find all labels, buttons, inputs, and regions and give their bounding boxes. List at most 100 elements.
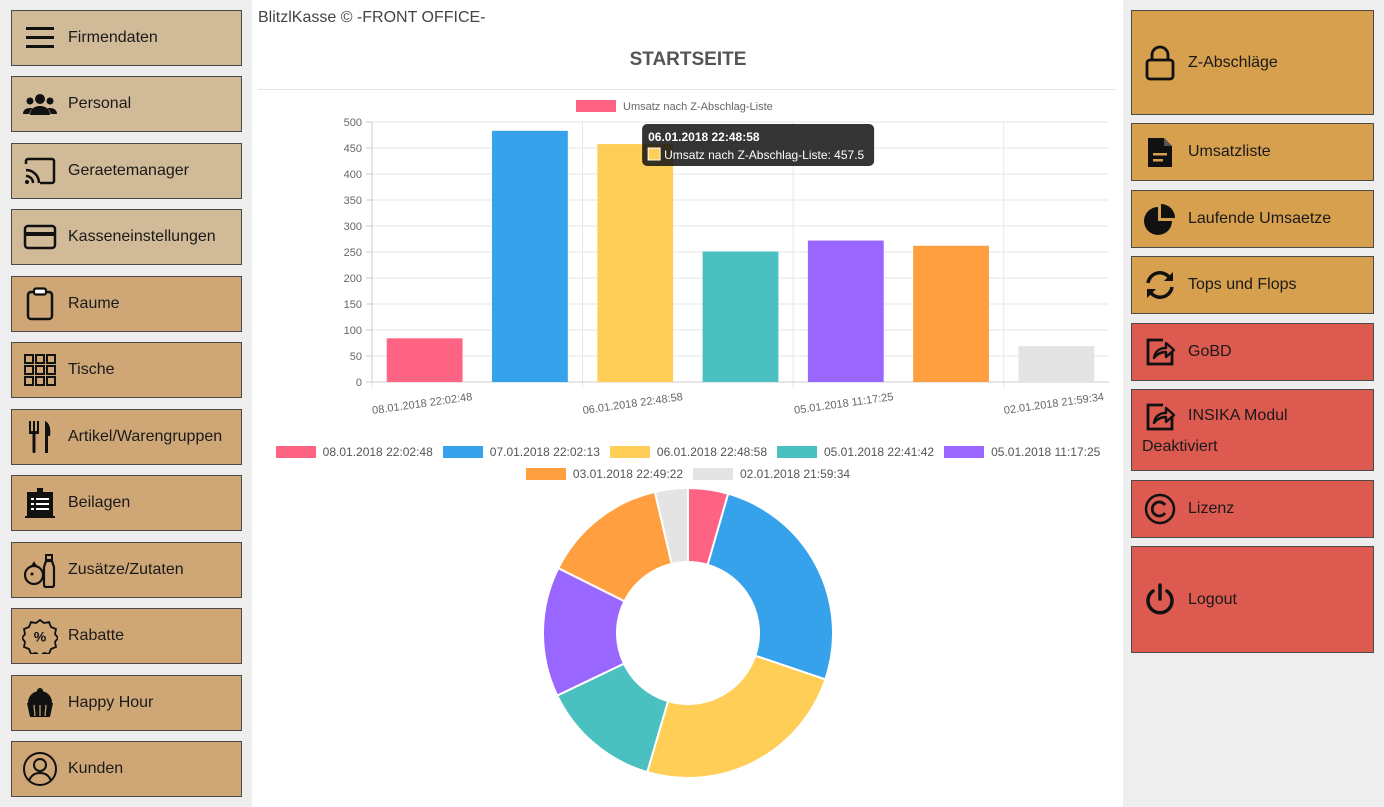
tooltip-title: 06.01.2018 22:48:58 <box>648 130 760 144</box>
bar-tooltip: 06.01.2018 22:48:58 Umsatz nach Z-Abschla… <box>642 124 875 166</box>
tooltip-swatch <box>647 147 661 161</box>
title-divider <box>258 89 1116 90</box>
bar-chart-legend: Umsatz nach Z-Abschlag-Liste <box>576 100 773 113</box>
menu-button-label: Lizenz <box>1188 500 1235 517</box>
bar[interactable] <box>492 130 568 382</box>
y-tick-label: 350 <box>344 195 362 207</box>
menu-button-label: Zusätze/Zutaten <box>68 561 184 578</box>
people-icon <box>22 86 58 122</box>
svg-text:%: % <box>34 629 47 645</box>
menu-button-label: Tops und Flops <box>1188 276 1297 293</box>
legend-swatch <box>693 468 733 480</box>
legend-item[interactable]: 08.01.2018 22:02:48 <box>275 445 433 459</box>
menu-button-artikel-warengruppen[interactable]: Artikel/Warengruppen <box>11 409 242 465</box>
pie-chart-icon <box>1142 201 1178 237</box>
menu-button-rabatte[interactable]: % Rabatte <box>11 608 242 664</box>
refresh-icon <box>1142 267 1178 303</box>
menu-button-kunden[interactable]: Kunden <box>11 741 242 797</box>
bar[interactable] <box>1018 346 1095 382</box>
bar[interactable] <box>386 338 463 382</box>
menu-button-beilagen[interactable]: Beilagen <box>11 475 242 531</box>
cutlery-icon <box>22 419 58 455</box>
right-menu-panel: Z-Abschläge Umsatzliste Laufende Umsaetze T… <box>1123 0 1384 807</box>
menu-button-gobd[interactable]: GoBD <box>1131 323 1374 381</box>
legend-label: 06.01.2018 22:48:58 <box>656 445 767 459</box>
pie-slice[interactable] <box>645 654 827 779</box>
menu-button-label: Logout <box>1188 590 1237 608</box>
grid-icon <box>22 352 58 388</box>
bar[interactable] <box>597 144 674 382</box>
legend-item[interactable]: 03.01.2018 22:49:22 <box>525 467 683 481</box>
y-tick-label: 400 <box>344 169 362 181</box>
share-icon <box>1142 399 1178 435</box>
menu-button-tops-und-flops[interactable]: Tops und Flops <box>1131 256 1374 314</box>
x-tick-label: 08.01.2018 22:02:48 <box>371 391 473 417</box>
menu-button-label: Firmendaten <box>68 29 158 46</box>
menu-board-icon <box>22 485 58 521</box>
bar[interactable] <box>702 251 779 382</box>
menu-button-label: Kasseneinstellungen <box>68 228 216 245</box>
y-tick-label: 450 <box>344 143 362 155</box>
legend-label: 07.01.2018 22:02:13 <box>489 445 600 459</box>
menu-button-tische[interactable]: Tische <box>11 342 242 398</box>
menu-button-label: Tische <box>68 361 115 378</box>
menu-button-z-abschl-ge[interactable]: Z-Abschläge <box>1131 10 1374 115</box>
pie-slice[interactable] <box>653 486 689 566</box>
bar[interactable] <box>807 240 884 382</box>
pie-slice[interactable] <box>706 492 834 681</box>
y-tick-label: 50 <box>350 351 362 363</box>
menu-button-label: Beilagen <box>68 494 131 511</box>
power-icon <box>1142 582 1178 618</box>
legend-swatch <box>525 468 566 480</box>
menu-button-label: Laufende Umsaetze <box>1188 210 1332 227</box>
menu-button-zus-tze-zutaten[interactable]: Zusätze/Zutaten <box>11 542 242 598</box>
x-tick-label: 05.01.2018 11:17:25 <box>793 391 894 417</box>
menu-button-label: Artikel/Warengruppen <box>68 428 223 445</box>
menu-button-happy-hour[interactable]: Happy Hour <box>11 675 242 731</box>
menu-button-geraetemanager[interactable]: Geraetemanager <box>11 143 242 199</box>
x-tick-label: 06.01.2018 22:48:58 <box>582 391 684 417</box>
clipboard-icon <box>22 286 58 322</box>
legend-item[interactable]: 02.01.2018 21:59:34 <box>693 467 850 481</box>
menu-button-laufende-umsaetze[interactable]: Laufende Umsaetze <box>1131 190 1374 248</box>
legend-label: Umsatz nach Z-Abschlag-Liste <box>623 101 773 113</box>
legend-label: 08.01.2018 22:02:48 <box>322 445 433 459</box>
y-tick-label: 150 <box>344 299 362 311</box>
menu-button-raume[interactable]: Raume <box>11 276 242 332</box>
bar-chart: Umsatz nach Z-Abschlag-Liste 0 50 100 150 200… <box>344 100 1109 417</box>
menu-button-label: GoBD <box>1188 343 1232 360</box>
credit-card-icon <box>22 219 58 255</box>
legend-swatch <box>944 446 985 458</box>
copyright-icon <box>1142 491 1178 527</box>
legend-label: 05.01.2018 22:41:42 <box>824 445 935 459</box>
menu-button-umsatzliste[interactable]: Umsatzliste <box>1131 123 1374 181</box>
legend-swatch <box>576 100 616 112</box>
menu-button-label: Happy Hour <box>68 694 154 711</box>
legend-swatch <box>442 446 483 458</box>
legend-label: 05.01.2018 11:17:25 <box>991 445 1101 459</box>
menu-button-firmendaten[interactable]: Firmendaten <box>11 10 242 66</box>
menu-button-label: Z-Abschläge <box>1188 53 1278 71</box>
bar[interactable] <box>913 245 989 382</box>
x-tick-label: 02.01.2018 21:59:34 <box>1003 391 1105 417</box>
share-icon <box>1142 334 1178 370</box>
menu-button-personal[interactable]: Personal <box>11 76 242 132</box>
page-title: STARTSEITE <box>629 49 747 70</box>
tooltip-box <box>642 124 875 166</box>
legend-item[interactable]: 05.01.2018 22:41:42 <box>777 445 934 459</box>
menu-button-kasseneinstellungen[interactable]: Kasseneinstellungen <box>11 209 242 265</box>
legend-swatch <box>275 446 316 458</box>
menu-button-lizenz[interactable]: Lizenz <box>1131 480 1374 538</box>
document-icon <box>1142 134 1178 170</box>
menu-button-insika-modul[interactable]: Deaktiviert INSIKA Modul <box>1131 389 1374 471</box>
menu-button-logout[interactable]: Logout <box>1131 546 1374 653</box>
menu-button-label: Geraetemanager <box>68 162 189 179</box>
cast-icon <box>22 153 58 189</box>
menu-button-label: INSIKA Modul <box>1188 407 1288 424</box>
app-title: BlitzlKasse © -FRONT OFFICE- <box>258 9 486 26</box>
legend-item[interactable]: 06.01.2018 22:48:58 <box>609 445 767 459</box>
legend-swatch <box>609 446 650 458</box>
legend-item[interactable]: 05.01.2018 11:17:25 <box>944 445 1100 459</box>
menu-button-label: Rabatte <box>68 627 125 644</box>
legend-item[interactable]: 07.01.2018 22:02:13 <box>442 445 600 459</box>
